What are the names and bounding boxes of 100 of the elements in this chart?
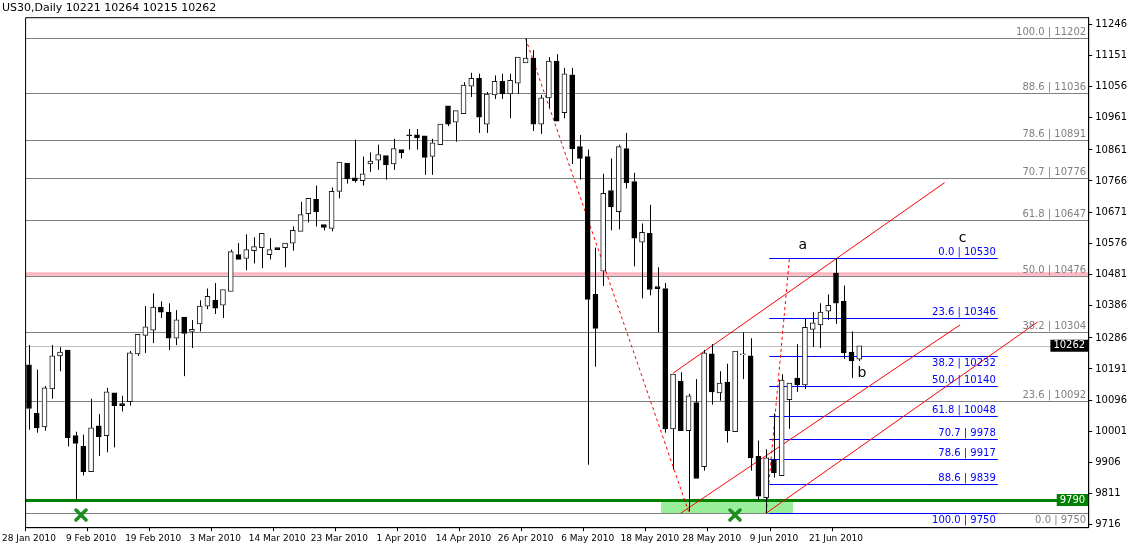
annotation: b xyxy=(857,363,867,380)
candlestick xyxy=(127,350,133,407)
candlestick xyxy=(150,292,156,344)
candlestick xyxy=(600,173,607,287)
x-tick-label: 14 Apr 2010 xyxy=(435,532,492,543)
candlestick xyxy=(266,237,273,260)
candlestick xyxy=(88,398,94,472)
candlestick xyxy=(344,162,350,185)
y-tick-label: 11056 xyxy=(1095,79,1127,91)
candlestick xyxy=(646,204,653,296)
ref-line-label: 23.6 | 10346 xyxy=(932,306,996,319)
candlestick xyxy=(476,73,482,134)
x-tick-label: 19 Feb 2010 xyxy=(125,532,182,543)
x-tick-label: 1 Apr 2010 xyxy=(376,532,427,543)
candlestick xyxy=(452,110,459,143)
candlestick xyxy=(577,134,583,181)
candlestick xyxy=(569,67,575,165)
candlestick xyxy=(507,73,513,119)
y-tick-label: 9906 xyxy=(1095,455,1121,467)
candlestick xyxy=(49,344,56,400)
candlestick xyxy=(235,242,242,260)
candlestick xyxy=(274,247,281,250)
candlestick xyxy=(313,185,319,227)
candlestick xyxy=(383,155,389,181)
ref-line-label: 88.6 | 11036 xyxy=(1022,81,1087,94)
y-tick-label: 10481 xyxy=(1095,267,1127,279)
candlestick xyxy=(763,448,769,514)
y-tick-label: 11151 xyxy=(1095,48,1127,60)
candlestick xyxy=(251,236,257,264)
candlestick xyxy=(321,224,327,231)
candlestick xyxy=(258,232,265,269)
ref-line-label: 0.0 | 9750 xyxy=(1035,514,1087,527)
candlestick xyxy=(468,72,475,98)
y-tick-label: 9716 xyxy=(1095,517,1121,529)
candlestick xyxy=(445,105,451,127)
candlestick xyxy=(196,299,203,332)
candlestick xyxy=(80,434,87,477)
candlestick xyxy=(677,371,684,432)
candlestick xyxy=(499,73,506,100)
candlestick xyxy=(119,395,125,412)
candlestick xyxy=(809,311,816,348)
y-tick-label: 10671 xyxy=(1095,205,1127,217)
ref-line-label: 100.0 | 11202 xyxy=(1016,26,1087,39)
candlestick xyxy=(840,285,847,360)
ref-line-label: 70.7 | 9978 xyxy=(938,427,996,440)
candlestick xyxy=(584,149,591,466)
x-tick-label: 21 Jun 2010 xyxy=(808,532,864,543)
candlestick xyxy=(670,373,676,471)
candlestick xyxy=(515,56,521,95)
y-tick-label: 10961 xyxy=(1095,110,1127,122)
candlestick xyxy=(95,413,102,457)
x-tick-label: 9 Jun 2010 xyxy=(749,532,799,543)
candlestick xyxy=(375,144,381,171)
y-tick-label: 10386 xyxy=(1095,298,1127,310)
ref-line-label: 61.8 | 10048 xyxy=(932,404,996,417)
candlestick xyxy=(483,91,490,134)
candlestick xyxy=(546,56,552,109)
candlestick xyxy=(802,318,808,390)
candlestick xyxy=(639,222,645,299)
y-tick-label: 10576 xyxy=(1095,236,1127,248)
candlestick xyxy=(406,128,413,151)
candlestick xyxy=(437,123,444,146)
ref-line-label: 0.0 | 10530 xyxy=(938,246,996,259)
y-tick-label: 10766 xyxy=(1095,174,1127,186)
chart-title: US30,Daily 10221 10264 10215 10262 xyxy=(2,1,217,15)
candlestick xyxy=(709,343,715,406)
ref-line-label: 9790 xyxy=(1059,493,1086,505)
annotation: c xyxy=(958,229,967,246)
candlestick xyxy=(608,157,614,231)
candlestick xyxy=(778,373,785,476)
x-tick-label: 9 Feb 2010 xyxy=(65,532,117,543)
ref-line-label: 100.0 | 9750 xyxy=(932,514,996,527)
y-tick-label: 10861 xyxy=(1095,143,1127,155)
ref-line-label: 88.6 | 9839 xyxy=(938,472,996,485)
candlestick xyxy=(538,94,544,135)
x-tick-label: 3 Mar 2010 xyxy=(189,532,242,543)
x-tick-label: 28 Jan 2010 xyxy=(2,532,57,543)
candlestick xyxy=(212,282,219,315)
y-tick-label: 10191 xyxy=(1095,362,1127,374)
ref-line-label: 10262 xyxy=(1053,339,1086,351)
candlestick xyxy=(352,139,358,184)
candlestick xyxy=(662,282,669,434)
annotation: a xyxy=(798,235,808,252)
candlestick xyxy=(189,319,195,349)
ref-line-label: 23.6 | 10092 xyxy=(1022,389,1087,402)
candlestick xyxy=(654,266,661,333)
candlestick xyxy=(158,300,164,319)
x-tick-label: 14 Mar 2010 xyxy=(248,532,307,543)
candlestick xyxy=(833,257,839,325)
candlestick xyxy=(390,138,397,171)
candlestick xyxy=(740,331,746,380)
candlestick xyxy=(282,242,288,268)
y-tick-label: 11246 xyxy=(1095,17,1127,29)
ref-line-label: 78.6 | 10891 xyxy=(1022,128,1087,141)
x-tick-label: 28 May 2010 xyxy=(682,532,742,543)
y-tick-label: 10096 xyxy=(1095,393,1127,405)
y-tick-label: 9811 xyxy=(1095,486,1121,498)
candlestick xyxy=(421,135,428,176)
candlestick xyxy=(359,155,366,187)
candlestick xyxy=(289,225,296,252)
